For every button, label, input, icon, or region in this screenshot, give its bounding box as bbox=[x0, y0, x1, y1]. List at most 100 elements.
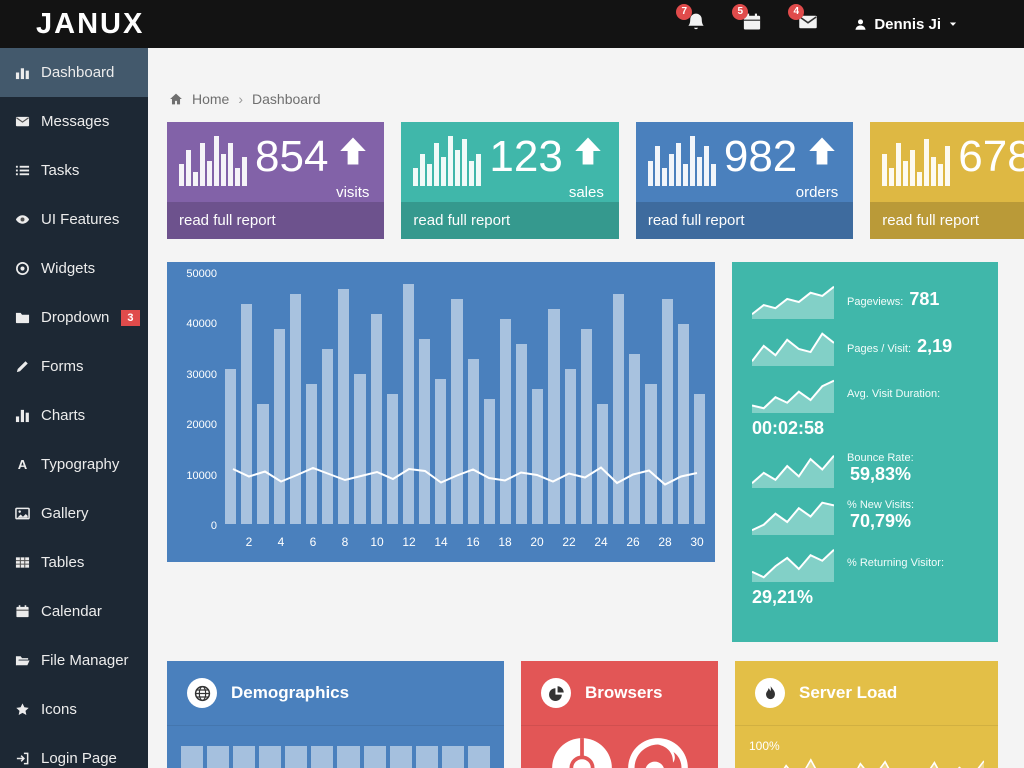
chart-bar bbox=[225, 369, 237, 524]
sidebar-item-login-page[interactable]: Login Page bbox=[0, 734, 148, 768]
stat-card-top: 678 bbox=[870, 122, 1024, 186]
mini-bar-chart-icon bbox=[882, 134, 951, 186]
sidebar-item-label: Login Page bbox=[41, 750, 117, 767]
sidebar-item-label: Icons bbox=[41, 701, 77, 718]
sidebar-item-label: Dropdown bbox=[41, 309, 110, 326]
visit-stat-label: % New Visits: 70,79% bbox=[847, 499, 915, 531]
sidebar-item-label: Dashboard bbox=[41, 64, 115, 81]
topbar: JANUX 7 5 4 Dennis Ji bbox=[0, 0, 1024, 48]
chart-bar bbox=[645, 384, 657, 524]
sidebar-item-badge: 3 bbox=[121, 309, 140, 326]
chart-bar bbox=[629, 354, 641, 524]
svg-text:A: A bbox=[18, 457, 28, 472]
sidebar-item-forms[interactable]: Forms bbox=[0, 342, 148, 391]
chart-bar bbox=[613, 294, 625, 524]
sidebar-item-calendar[interactable]: Calendar bbox=[0, 587, 148, 636]
user-name: Dennis Ji bbox=[874, 15, 941, 33]
sidebar-item-tasks[interactable]: Tasks bbox=[0, 146, 148, 195]
sidebar-item-label: Tables bbox=[41, 554, 85, 571]
sidebar-item-widgets[interactable]: Widgets bbox=[0, 244, 148, 293]
read-full-report-button[interactable]: read full report bbox=[401, 202, 619, 239]
x-axis-tick: 30 bbox=[690, 535, 704, 549]
breadcrumb-home[interactable]: Home bbox=[192, 91, 230, 107]
visit-stat-row-avg-visit-duration: Avg. Visit Duration: bbox=[752, 370, 978, 417]
x-axis-tick: 10 bbox=[370, 535, 384, 549]
y-axis-tick: 30000 bbox=[186, 368, 217, 381]
sparkline-chart bbox=[752, 281, 834, 319]
read-full-report-button[interactable]: read full report bbox=[635, 202, 854, 239]
sidebar-item-label: Forms bbox=[41, 358, 84, 375]
notifications-button[interactable]: 7 bbox=[676, 3, 706, 37]
sparkline-chart bbox=[752, 497, 834, 535]
sparkline-chart bbox=[752, 375, 834, 413]
chart-bar bbox=[516, 344, 528, 524]
main-chart-bars bbox=[225, 274, 706, 524]
sidebar-item-label: Gallery bbox=[41, 505, 89, 522]
chart-bar bbox=[661, 299, 673, 524]
sidebar-item-charts[interactable]: Charts bbox=[0, 391, 148, 440]
arrow-up-icon bbox=[571, 134, 605, 168]
sidebar-item-label: Typography bbox=[41, 456, 120, 473]
pie-chart-icon bbox=[548, 685, 565, 702]
pencil-icon bbox=[15, 359, 30, 374]
chart-bar bbox=[499, 319, 512, 524]
browsers-title: Browsers bbox=[585, 683, 663, 702]
chart-bar bbox=[677, 324, 689, 524]
sidebar-item-label: Tasks bbox=[41, 162, 80, 179]
home-icon bbox=[169, 92, 183, 106]
arrow-up-icon bbox=[805, 134, 839, 168]
chart-bar bbox=[386, 394, 398, 524]
sidebar-item-file-manager[interactable]: File Manager bbox=[0, 636, 148, 685]
read-full-report-button[interactable]: read full report bbox=[167, 202, 385, 239]
chart-bar bbox=[693, 394, 706, 524]
app-logo: JANUX bbox=[36, 7, 145, 40]
sidebar: Dashboard Messages Tasks UI Features Widgets… bbox=[0, 48, 148, 768]
fire-icon bbox=[762, 685, 779, 702]
user-menu[interactable]: Dennis Ji bbox=[854, 16, 958, 33]
star-icon bbox=[15, 702, 30, 717]
sidebar-item-label: Calendar bbox=[41, 603, 102, 620]
server-load-header: Server Load bbox=[735, 661, 998, 726]
topbar-actions: 7 5 4 Dennis Ji bbox=[676, 3, 958, 37]
sidebar-item-tables[interactable]: Tables bbox=[0, 538, 148, 587]
sidebar-item-label: Messages bbox=[41, 113, 110, 130]
main-content: Home › Dashboard 854 visits read full repo… bbox=[148, 48, 1024, 768]
visit-stat-value: 781 bbox=[909, 289, 940, 309]
sidebar-item-typography[interactable]: A Typography bbox=[0, 440, 148, 489]
x-axis-tick: 12 bbox=[402, 535, 416, 549]
breadcrumb-current: Dashboard bbox=[252, 91, 321, 107]
stat-card-value: 854 bbox=[255, 132, 329, 181]
stat-card-top: 123 bbox=[401, 122, 618, 186]
events-button[interactable]: 5 bbox=[732, 3, 762, 37]
sidebar-item-dropdown[interactable]: Dropdown 3 bbox=[0, 293, 148, 342]
typography-icon: A bbox=[15, 457, 30, 472]
sidebar-item-label: UI Features bbox=[41, 211, 120, 228]
sidebar-item-icons[interactable]: Icons bbox=[0, 685, 148, 734]
chart-bar bbox=[241, 304, 253, 524]
sidebar-item-gallery[interactable]: Gallery bbox=[0, 489, 148, 538]
chart-bar bbox=[564, 369, 576, 524]
stat-card-value: 123 bbox=[489, 132, 563, 181]
x-axis-tick: 28 bbox=[658, 535, 672, 549]
chart-bar bbox=[370, 314, 382, 524]
demographics-bars bbox=[181, 746, 490, 768]
visit-stat-label: % Returning Visitor: bbox=[847, 556, 945, 569]
sidebar-item-ui-features[interactable]: UI Features bbox=[0, 195, 148, 244]
x-axis-tick: 8 bbox=[341, 535, 349, 549]
chart-row: 50000 40000 30000 20000 10000 0 2 4 6 8 10 12 14 16 1… bbox=[148, 262, 1024, 642]
chart-bar bbox=[596, 404, 609, 524]
y-axis-tick: 0 bbox=[210, 519, 217, 532]
chart-bar bbox=[548, 309, 560, 524]
visit-stats-rows: Pageviews: 781 Pages / Visit: 2,19 Avg. Vi… bbox=[752, 276, 978, 608]
messages-button[interactable]: 4 bbox=[788, 3, 818, 37]
sidebar-item-label: File Manager bbox=[41, 652, 129, 669]
sparkline-chart bbox=[752, 450, 834, 488]
stat-cards-row: 854 visits read full report 123 sales read fu… bbox=[148, 122, 1024, 239]
widgets-icon bbox=[15, 261, 30, 276]
demographics-bar bbox=[389, 746, 412, 768]
visit-stat-value: 00:02:58 bbox=[752, 418, 825, 438]
read-full-report-button[interactable]: read full report bbox=[870, 202, 1024, 239]
sidebar-item-messages[interactable]: Messages bbox=[0, 97, 148, 146]
file-manager-icon bbox=[15, 653, 30, 668]
sidebar-item-dashboard[interactable]: Dashboard bbox=[0, 48, 148, 97]
